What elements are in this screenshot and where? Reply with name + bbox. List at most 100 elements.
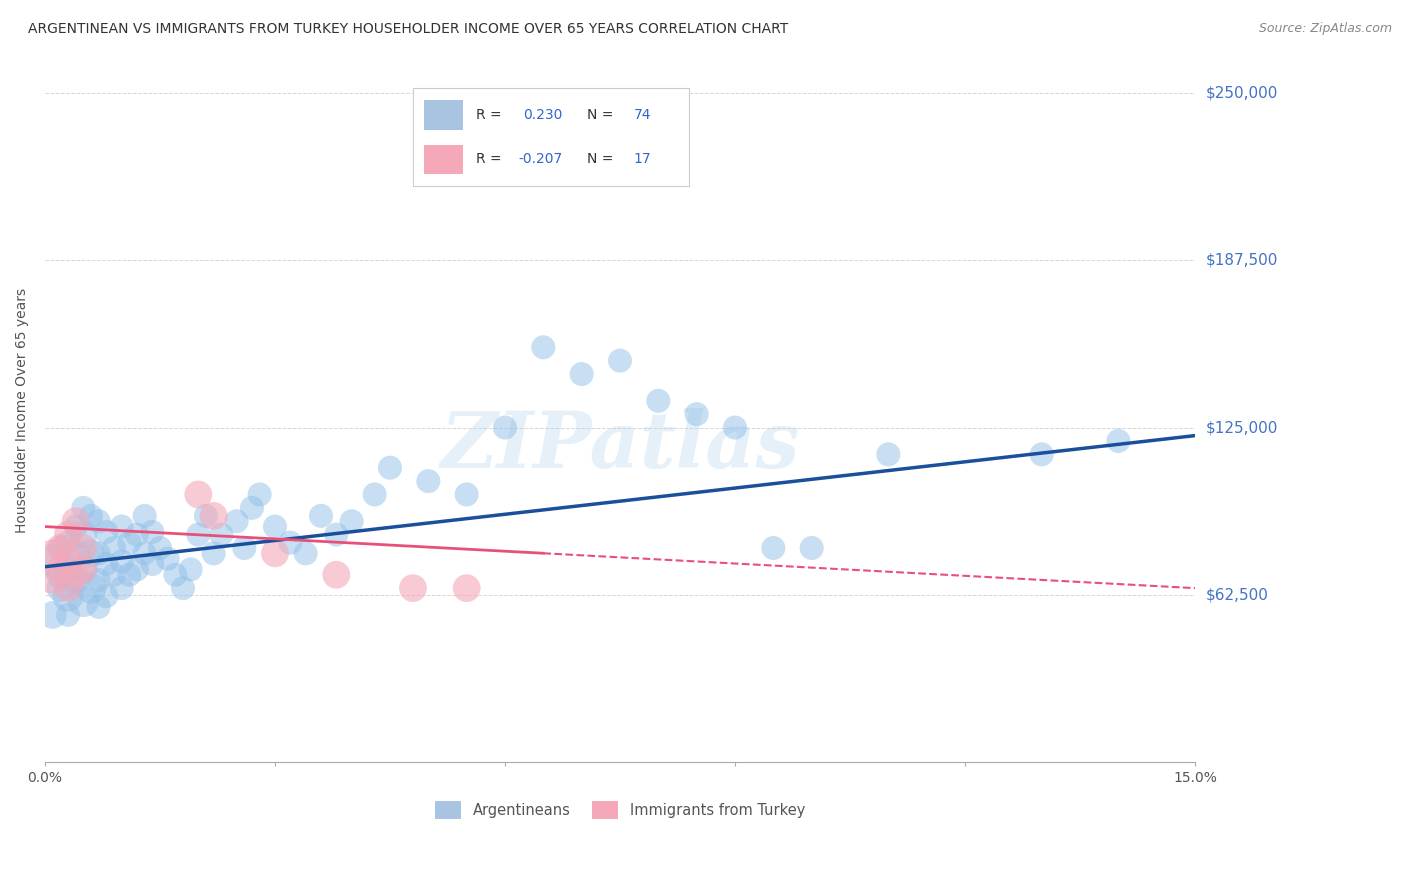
Point	[96, 557, 118, 571]
Point	[571, 367, 593, 381]
Point	[456, 581, 478, 595]
Point	[609, 353, 631, 368]
Point	[118, 535, 141, 549]
Point	[340, 514, 363, 528]
Point	[56, 554, 79, 568]
Point	[65, 514, 87, 528]
Point	[202, 508, 225, 523]
Point	[87, 546, 110, 560]
Point	[56, 562, 79, 576]
Point	[1107, 434, 1129, 448]
Point	[172, 581, 194, 595]
Point	[65, 546, 87, 560]
Point	[96, 589, 118, 603]
Point	[72, 527, 94, 541]
Point	[72, 594, 94, 608]
Text: $125,000: $125,000	[1206, 420, 1278, 435]
Point	[72, 562, 94, 576]
Point	[877, 447, 900, 461]
Point	[56, 535, 79, 549]
Point	[180, 562, 202, 576]
Point	[49, 541, 72, 555]
Point	[141, 557, 163, 571]
Point	[149, 541, 172, 555]
Point	[103, 541, 125, 555]
Point	[225, 514, 247, 528]
Point	[125, 562, 148, 576]
Point	[686, 407, 709, 421]
Text: ZIPatlas: ZIPatlas	[440, 408, 800, 484]
Point	[65, 573, 87, 587]
Point	[800, 541, 823, 555]
Point	[187, 527, 209, 541]
Text: ARGENTINEAN VS IMMIGRANTS FROM TURKEY HOUSEHOLDER INCOME OVER 65 YEARS CORRELATI: ARGENTINEAN VS IMMIGRANTS FROM TURKEY HO…	[28, 22, 789, 37]
Point	[118, 567, 141, 582]
Point	[165, 567, 187, 582]
Point	[156, 551, 179, 566]
Point	[762, 541, 785, 555]
Text: $62,500: $62,500	[1206, 587, 1270, 602]
Point	[111, 554, 134, 568]
Point	[363, 487, 385, 501]
Point	[187, 487, 209, 501]
Point	[56, 607, 79, 622]
Point	[56, 589, 79, 603]
Point	[195, 508, 218, 523]
Point	[494, 420, 516, 434]
Point	[87, 599, 110, 614]
Point	[278, 535, 301, 549]
Point	[134, 546, 156, 560]
Point	[402, 581, 425, 595]
Point	[96, 524, 118, 539]
Point	[209, 527, 232, 541]
Point	[325, 567, 347, 582]
Point	[240, 500, 263, 515]
Point	[378, 460, 401, 475]
Point	[233, 541, 256, 555]
Point	[80, 581, 103, 595]
Point	[49, 562, 72, 576]
Point	[72, 562, 94, 576]
Text: Source: ZipAtlas.com: Source: ZipAtlas.com	[1258, 22, 1392, 36]
Point	[141, 524, 163, 539]
Point	[87, 514, 110, 528]
Point	[65, 519, 87, 533]
Point	[249, 487, 271, 501]
Point	[41, 546, 63, 560]
Point	[80, 546, 103, 560]
Point	[103, 567, 125, 582]
Point	[647, 393, 669, 408]
Point	[418, 474, 440, 488]
Point	[72, 500, 94, 515]
Text: $250,000: $250,000	[1206, 86, 1278, 101]
Legend: Argentineans, Immigrants from Turkey: Argentineans, Immigrants from Turkey	[429, 796, 811, 825]
Point	[1031, 447, 1053, 461]
Y-axis label: Householder Income Over 65 years: Householder Income Over 65 years	[15, 288, 30, 533]
Point	[456, 487, 478, 501]
Point	[65, 567, 87, 582]
Point	[80, 508, 103, 523]
Point	[41, 607, 63, 622]
Point	[49, 581, 72, 595]
Point	[309, 508, 332, 523]
Point	[49, 567, 72, 582]
Point	[49, 541, 72, 555]
Point	[264, 519, 287, 533]
Point	[264, 546, 287, 560]
Point	[202, 546, 225, 560]
Point	[325, 527, 347, 541]
Point	[72, 541, 94, 555]
Point	[531, 340, 554, 354]
Point	[134, 508, 156, 523]
Point	[125, 527, 148, 541]
Point	[56, 581, 79, 595]
Point	[56, 527, 79, 541]
Point	[111, 581, 134, 595]
Text: $187,500: $187,500	[1206, 252, 1278, 268]
Point	[111, 519, 134, 533]
Point	[294, 546, 316, 560]
Point	[87, 573, 110, 587]
Point	[41, 573, 63, 587]
Point	[724, 420, 747, 434]
Point	[41, 554, 63, 568]
